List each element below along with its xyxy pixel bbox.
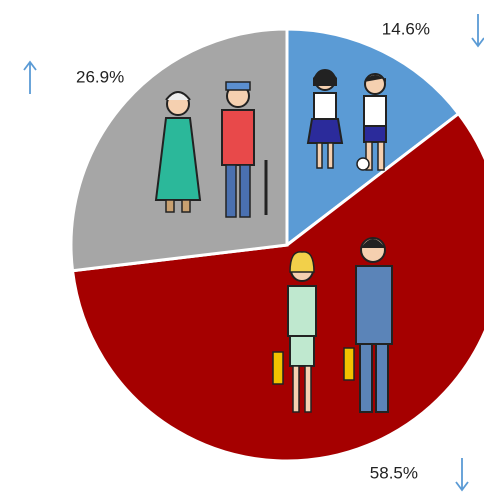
trend-arrow (24, 62, 36, 94)
value-label: 58.5% (370, 463, 418, 482)
page: {"chart_data": {"type": "pie", "values":… (0, 0, 484, 496)
trend-arrow (472, 14, 484, 46)
chart: 14.6% 58.5% 26.9% (0, 0, 484, 496)
trend-arrow (456, 458, 468, 490)
value-label: 26.9% (76, 67, 124, 86)
slices (71, 29, 484, 461)
value-label: 14.6% (382, 19, 430, 38)
